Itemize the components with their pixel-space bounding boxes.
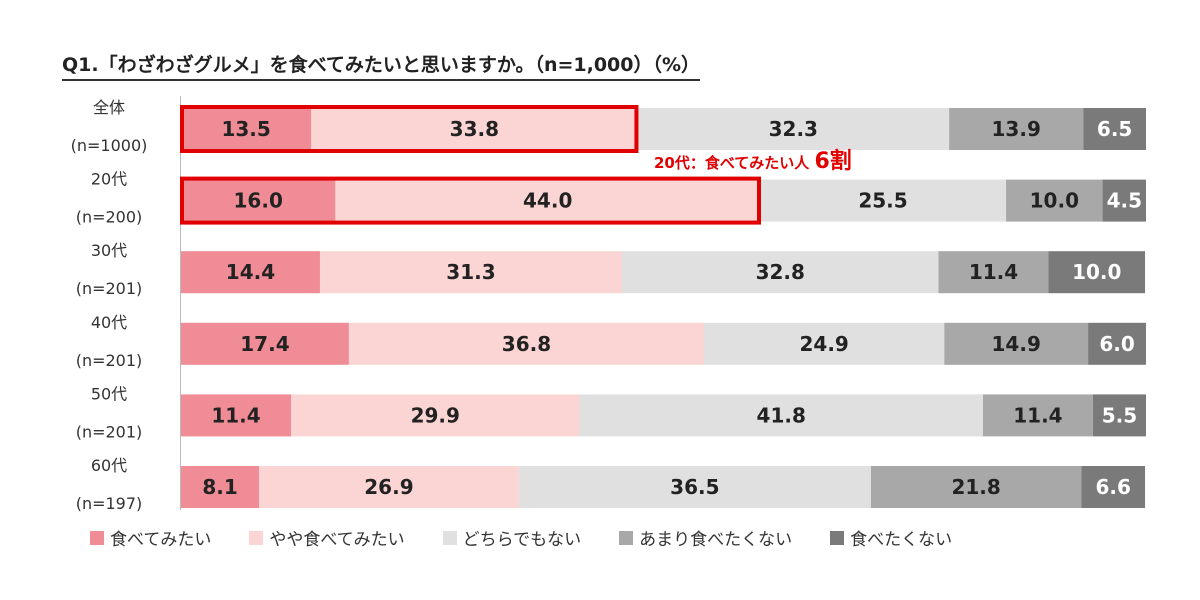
chart-title: Q1.「わざわざグルメ」を食べてみたいと思いますか。（n=1,000）（%） xyxy=(62,50,701,81)
data-label: 29.9 xyxy=(411,403,460,427)
data-label: 6.6 xyxy=(1095,475,1130,499)
category-n-label: (n=200) xyxy=(76,208,143,227)
category-label: 50代 xyxy=(91,384,127,403)
bar-segment xyxy=(1092,394,1146,437)
bar-segment xyxy=(622,251,939,294)
legend: 食べてみたい やや食べてみたい どちらでもない あまり食べたくない 食べたくない xyxy=(90,525,952,550)
category-n-label: (n=201) xyxy=(76,351,143,370)
legend-swatch xyxy=(619,530,634,545)
bar-segment xyxy=(181,179,336,222)
legend-item: あまり食べたくない xyxy=(619,525,792,550)
legend-swatch xyxy=(249,530,264,545)
category-label: 30代 xyxy=(91,241,127,260)
legend-label: 食べてみたい xyxy=(110,530,212,550)
legend-swatch xyxy=(830,530,845,545)
data-label: 36.8 xyxy=(502,332,551,356)
data-label: 8.1 xyxy=(202,475,237,499)
category-n-label: (n=1000) xyxy=(71,136,148,155)
bar-segment xyxy=(1083,108,1146,150)
data-label: 13.9 xyxy=(992,117,1041,141)
bar-segment xyxy=(319,251,623,294)
data-label: 10.0 xyxy=(1072,260,1121,284)
data-label: 11.4 xyxy=(969,260,1018,284)
bar-segment xyxy=(291,394,580,437)
category-label: 全体 xyxy=(93,98,125,117)
data-label: 14.4 xyxy=(226,260,275,284)
legend-item: やや食べてみたい xyxy=(249,525,405,550)
bar-segment xyxy=(870,466,1082,508)
data-label: 11.4 xyxy=(211,403,260,427)
bar-segment xyxy=(181,108,312,150)
bar-segment xyxy=(1006,179,1103,222)
bar-segment xyxy=(181,251,320,294)
data-label: 24.9 xyxy=(799,332,848,356)
category-n-label: (n=197) xyxy=(76,494,143,513)
bar-segment xyxy=(518,466,871,508)
data-label: 16.0 xyxy=(234,189,283,213)
bar-segment xyxy=(311,108,638,150)
bar-segment xyxy=(1081,466,1146,508)
data-label: 6.5 xyxy=(1097,117,1132,141)
data-label: 10.0 xyxy=(1030,189,1079,213)
category-label: 20代 xyxy=(91,170,127,189)
data-label: 6.0 xyxy=(1099,332,1134,356)
data-label: 41.8 xyxy=(757,403,806,427)
data-label: 33.8 xyxy=(450,117,499,141)
data-label: 14.9 xyxy=(992,332,1041,356)
bar-segment xyxy=(949,108,1084,150)
bar-segment xyxy=(181,322,349,365)
bar-segment xyxy=(181,394,292,437)
stacked-bar-chart: 全体 (n=1000) 13.5 33.8 32.3 13.9 6.5 20代 (n=200) 1… xyxy=(71,96,1146,513)
data-label: 4.5 xyxy=(1107,189,1142,213)
data-label: 13.5 xyxy=(221,117,270,141)
legend-swatch xyxy=(442,530,457,545)
legend-label: あまり食べたくない xyxy=(639,530,793,550)
legend-swatch xyxy=(90,530,104,545)
category-n-label: (n=201) xyxy=(76,422,143,441)
data-label: 26.9 xyxy=(364,475,413,499)
data-label: 21.8 xyxy=(951,475,1000,499)
bar-segment xyxy=(335,179,760,222)
data-label: 32.8 xyxy=(756,260,805,284)
highlight-box xyxy=(180,105,639,153)
data-label: 32.3 xyxy=(769,117,818,141)
category-n-label: (n=201) xyxy=(76,279,143,298)
data-label: 17.4 xyxy=(240,332,289,356)
bar-segment xyxy=(760,179,1007,222)
bar-segment xyxy=(579,394,983,437)
legend-item: 食べたくない xyxy=(830,525,952,550)
bar-segment xyxy=(259,466,519,508)
bar-segment xyxy=(1088,322,1146,365)
bar-segment xyxy=(704,322,945,365)
data-label: 11.4 xyxy=(1013,403,1062,427)
data-label: 44.0 xyxy=(523,189,572,213)
data-label: 5.5 xyxy=(1102,403,1137,427)
legend-label: 食べたくない xyxy=(850,530,953,550)
bar-segment xyxy=(181,466,260,508)
bar-segment xyxy=(938,251,1049,294)
highlight-box xyxy=(180,176,761,225)
category-label: 60代 xyxy=(91,456,127,475)
bar-segment xyxy=(348,322,705,365)
legend-label: やや食べてみたい xyxy=(269,530,405,550)
annotation-text: 20代：食べてみたい人 6割 xyxy=(654,148,852,174)
bar-segment xyxy=(1048,251,1146,294)
bar-segment xyxy=(982,394,1093,437)
legend-item: 食べてみたい xyxy=(90,525,211,550)
data-label: 25.5 xyxy=(858,189,907,213)
bar-segment xyxy=(637,108,950,150)
bar-segment xyxy=(944,322,1089,365)
data-label: 31.3 xyxy=(446,260,495,284)
legend-label: どちらでもない xyxy=(462,530,582,550)
category-label: 40代 xyxy=(91,313,127,332)
data-label: 36.5 xyxy=(670,475,719,499)
bar-segment xyxy=(1102,179,1146,222)
legend-item: どちらでもない xyxy=(442,525,582,550)
